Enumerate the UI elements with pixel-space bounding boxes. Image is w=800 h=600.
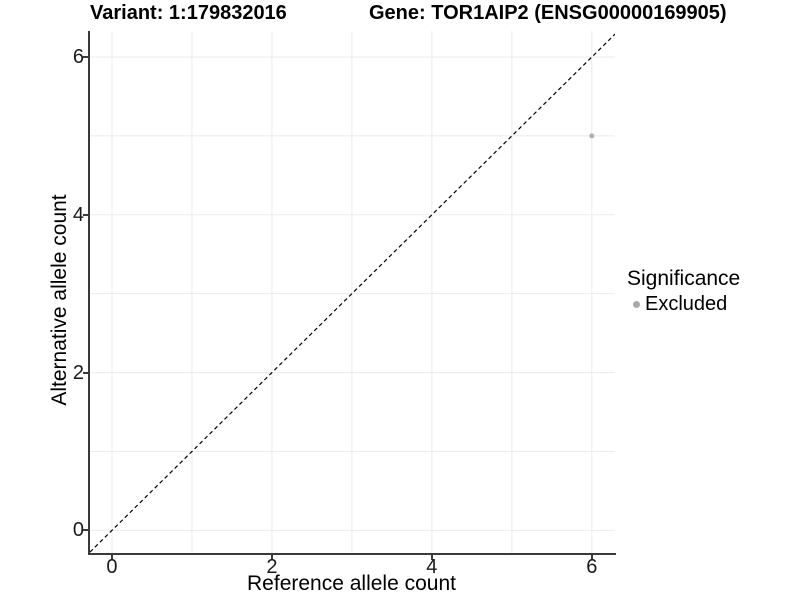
y-tick-mark bbox=[83, 529, 88, 532]
x-tick-mark bbox=[110, 555, 113, 560]
x-tick-mark bbox=[270, 555, 273, 560]
y-tick-mark bbox=[83, 213, 88, 216]
y-axis-line bbox=[88, 31, 90, 555]
x-tick-label: 0 bbox=[106, 556, 118, 578]
y-axis-title: Alternative allele count bbox=[48, 194, 71, 406]
x-tick-label: 2 bbox=[266, 556, 278, 578]
legend-label: Excluded bbox=[645, 293, 728, 315]
y-tick-mark bbox=[83, 371, 88, 374]
legend-title: Significance bbox=[627, 267, 741, 290]
x-axis-title: Reference allele count bbox=[247, 572, 456, 595]
x-tick-label: 4 bbox=[426, 556, 438, 578]
x-tick-mark bbox=[590, 555, 593, 560]
y-tick-label: 6 bbox=[72, 46, 84, 69]
x-tick-mark bbox=[430, 555, 433, 560]
plot-area bbox=[88, 31, 615, 554]
plot-title-variant: Variant: 1:179832016 bbox=[90, 2, 287, 24]
data-point bbox=[589, 133, 595, 139]
y-tick-label: 0 bbox=[72, 519, 84, 542]
x-tick-label: 6 bbox=[586, 556, 598, 578]
legend-entries: Excluded bbox=[627, 293, 740, 315]
plot-panel bbox=[88, 31, 615, 554]
y-tick-label: 2 bbox=[72, 361, 84, 384]
x-axis-line bbox=[88, 553, 616, 555]
plot-title-gene: Gene: TOR1AIP2 (ENSG00000169905) bbox=[369, 2, 727, 24]
y-tick-mark bbox=[83, 56, 88, 59]
identity-line bbox=[88, 33, 615, 554]
legend: Significance Excluded bbox=[627, 266, 740, 315]
legend-entry: Excluded bbox=[627, 293, 740, 315]
legend-point-icon bbox=[633, 300, 640, 308]
y-tick-label: 4 bbox=[72, 203, 84, 226]
